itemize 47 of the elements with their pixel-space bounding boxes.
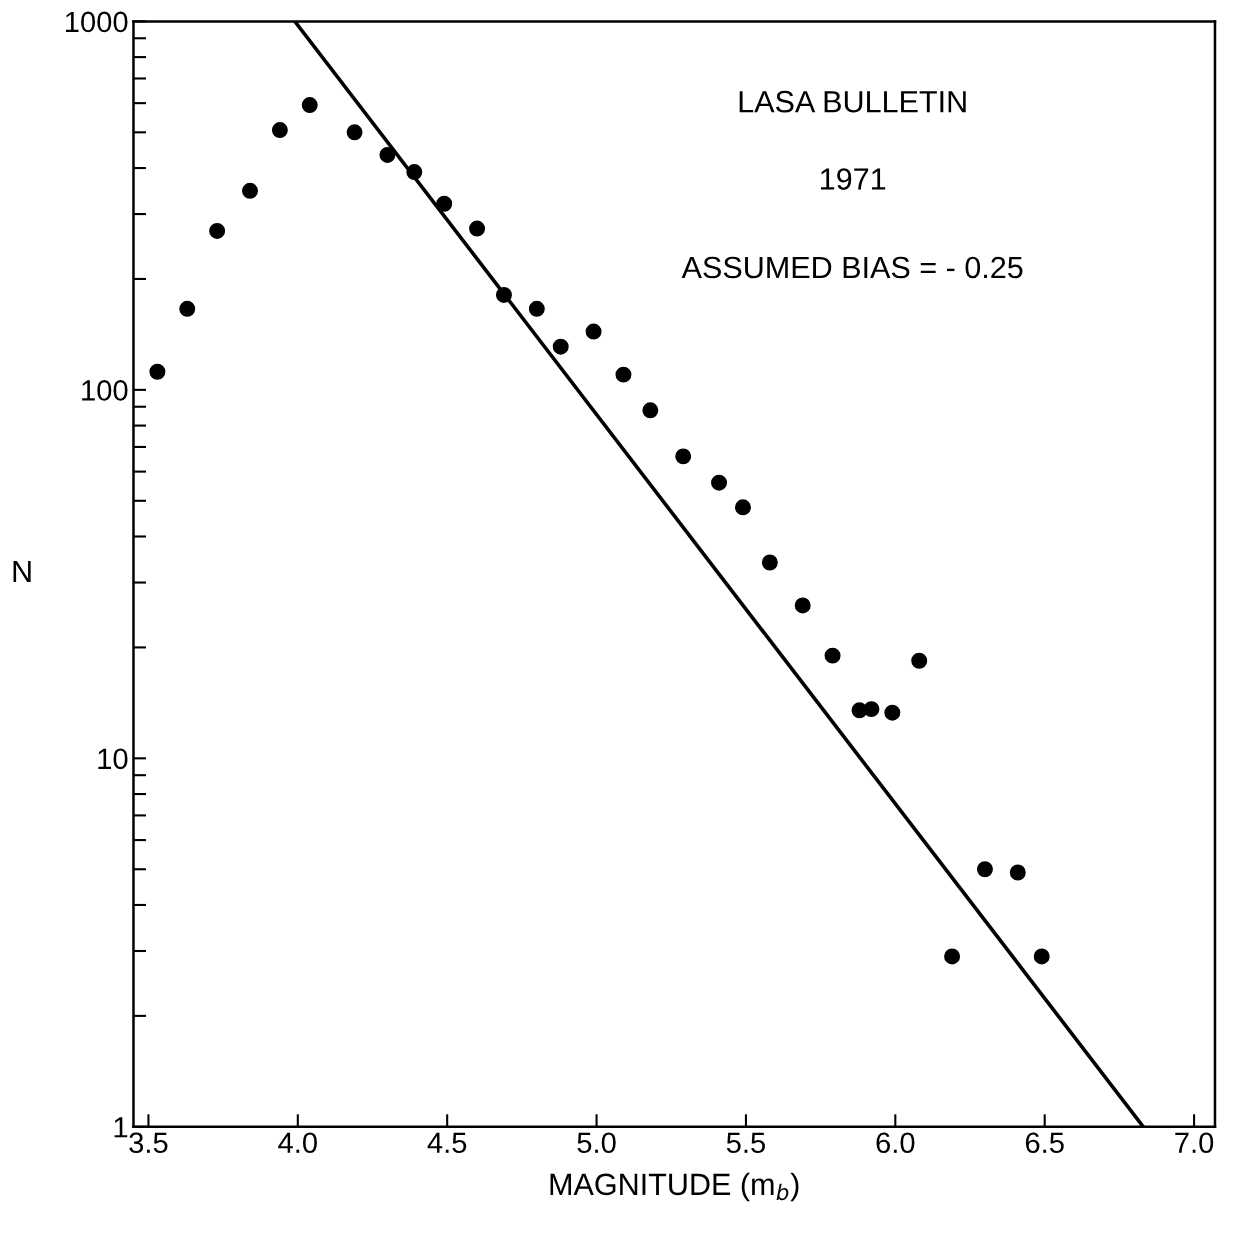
- point: [552, 338, 569, 355]
- point: [346, 124, 363, 141]
- point: [528, 300, 545, 317]
- annotation: ASSUMED BIAS = - 0.25: [681, 256, 1023, 279]
- annotation: 1971: [821, 168, 886, 190]
- x-tick-label: 6.0: [876, 1132, 915, 1154]
- point: [734, 499, 751, 516]
- point: [615, 366, 632, 383]
- point: [469, 220, 486, 237]
- point: [495, 286, 512, 303]
- x-tick-label: 4.0: [278, 1132, 317, 1154]
- point: [761, 554, 778, 571]
- point: [642, 402, 659, 419]
- point: [675, 448, 692, 465]
- point: [884, 704, 901, 721]
- x-tick-label: 7.0: [1175, 1132, 1214, 1154]
- x-tick-label: 5.5: [726, 1132, 765, 1154]
- point: [406, 164, 423, 181]
- y-tick-label: 1000: [65, 11, 128, 33]
- point: [179, 300, 196, 317]
- point: [794, 597, 811, 614]
- point: [1009, 864, 1026, 881]
- y-axis-title: N: [13, 560, 31, 583]
- point: [976, 861, 993, 878]
- point: [711, 474, 728, 491]
- point: [149, 363, 166, 380]
- point: [585, 323, 602, 340]
- x-tick-label: 5.0: [577, 1132, 616, 1154]
- y-tick-label: 1: [114, 1117, 128, 1138]
- point: [911, 652, 928, 669]
- point: [242, 182, 258, 199]
- point: [1033, 948, 1050, 965]
- x-tick-label: 3.5: [129, 1132, 168, 1154]
- point: [301, 97, 318, 114]
- point: [944, 948, 961, 965]
- y-tick-label: 100: [82, 380, 128, 401]
- point: [271, 122, 288, 139]
- y-tick-label: 10: [98, 748, 128, 770]
- point: [209, 222, 226, 239]
- point: [824, 647, 841, 664]
- annotation: LASA BULLETIN: [739, 90, 966, 113]
- x-tick-label: 6.5: [1025, 1132, 1064, 1154]
- point: [379, 146, 396, 163]
- x-tick-label: 4.5: [427, 1132, 467, 1154]
- point: [436, 195, 453, 212]
- point: [863, 701, 880, 718]
- x-axis-title: MAGNITUDE (m$_{b}$): [550, 1172, 799, 1202]
